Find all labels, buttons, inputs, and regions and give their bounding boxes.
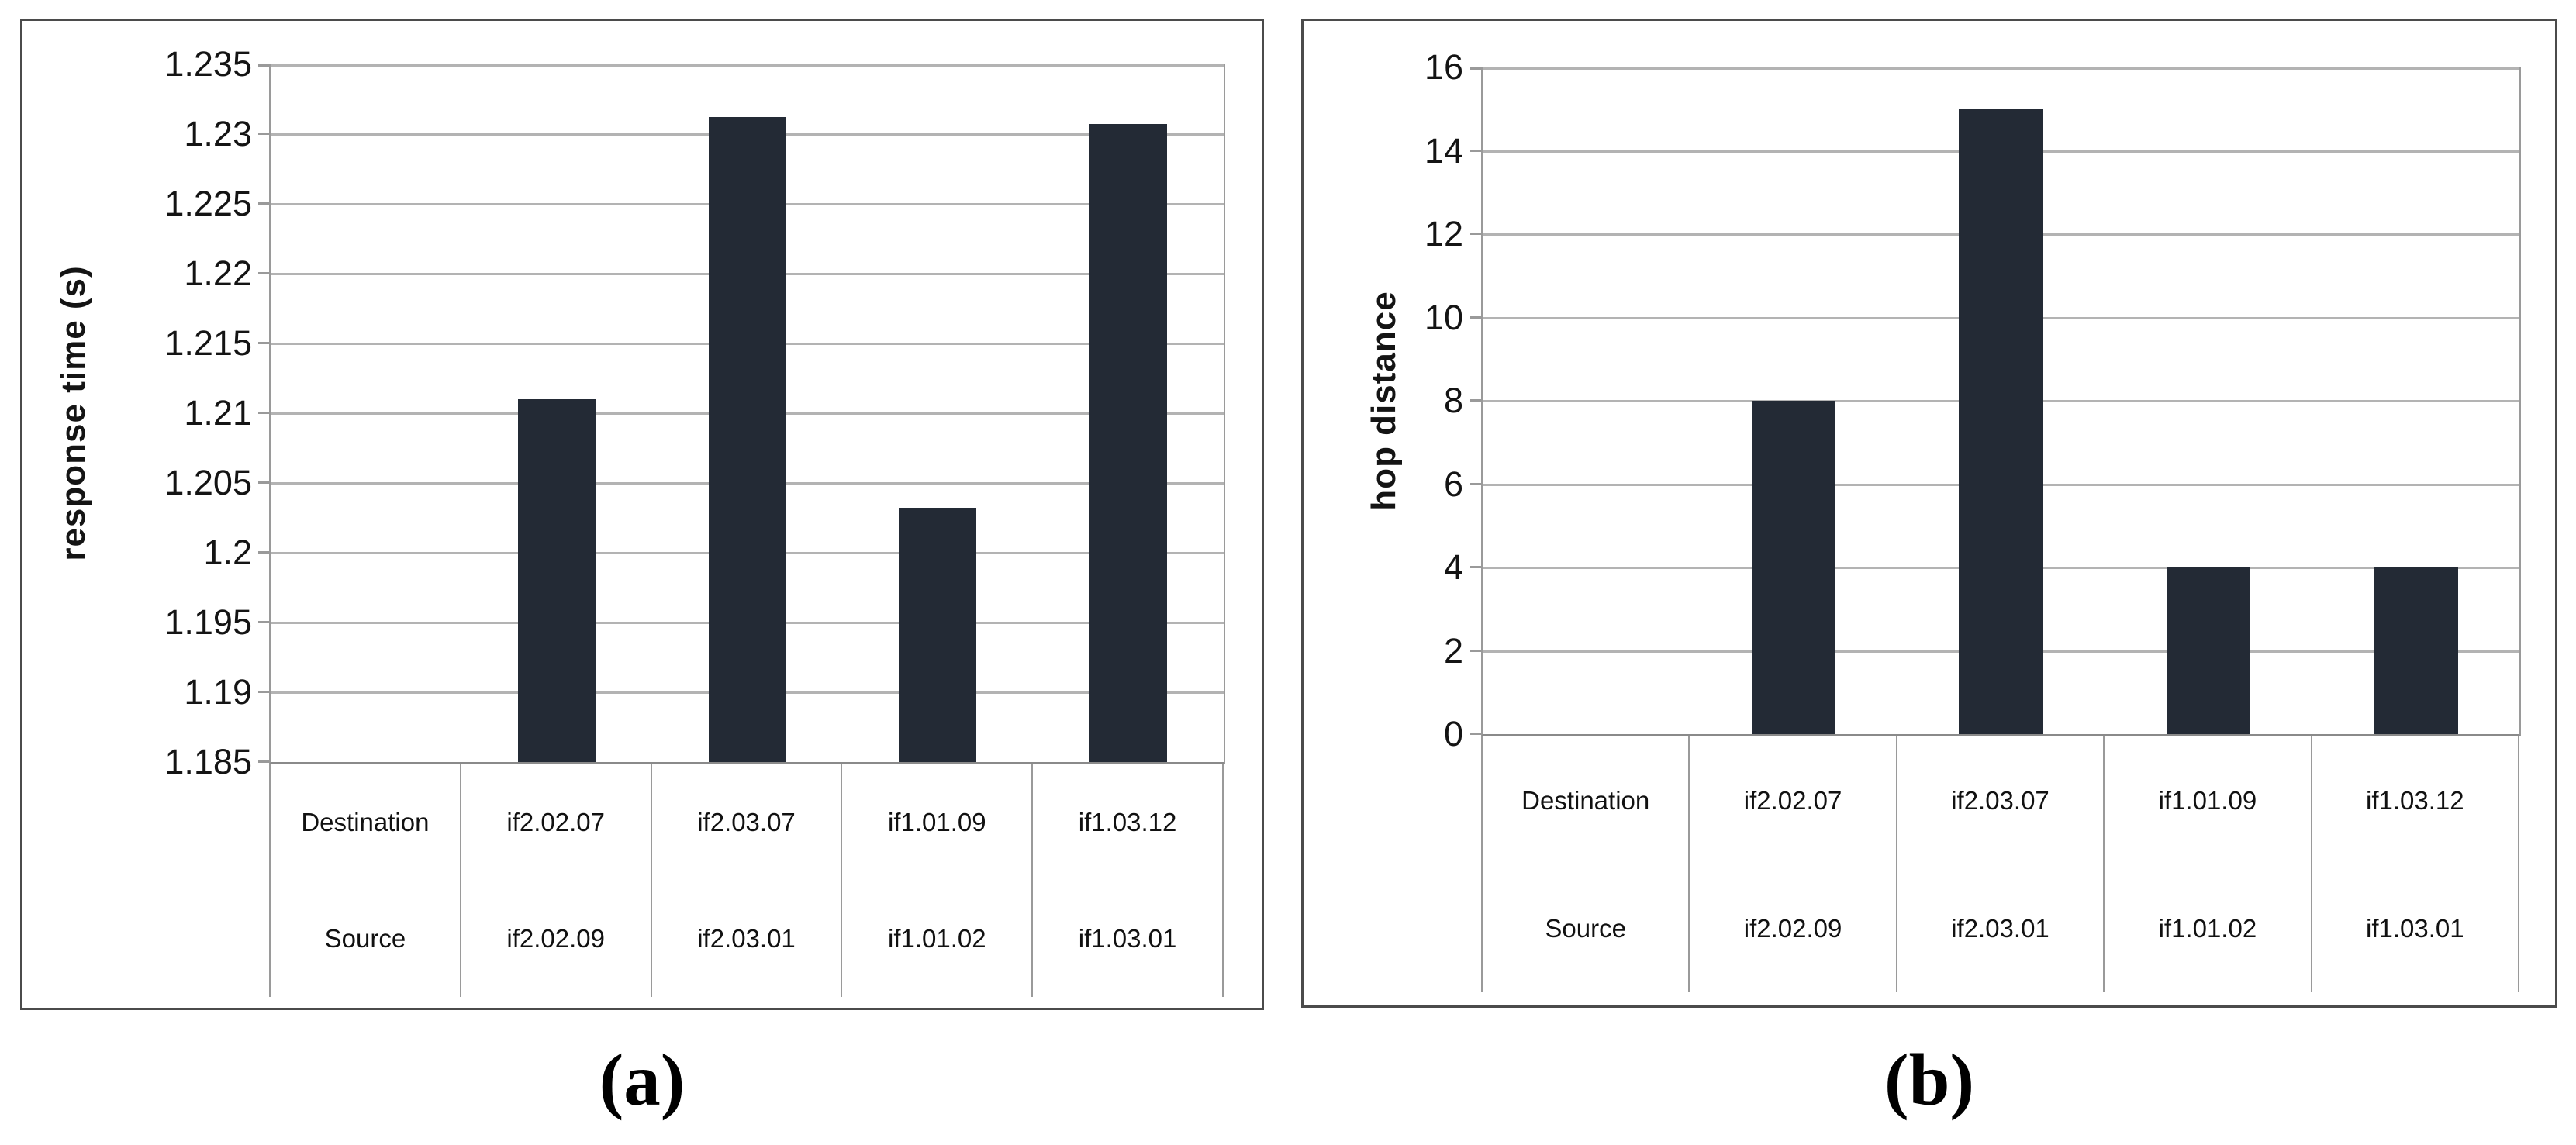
bar-4 xyxy=(2374,567,2458,734)
y-tick-label: 1.195 xyxy=(164,602,252,642)
y-tick-mark xyxy=(258,760,269,763)
y-tick-mark xyxy=(258,342,269,344)
y-tick-label: 1.22 xyxy=(184,253,252,293)
y-tick-mark xyxy=(1470,67,1481,70)
table-cell: if2.03.01 xyxy=(1897,864,2105,992)
table-row-label: Destination xyxy=(271,764,461,881)
y-tick-label: 1.205 xyxy=(164,463,252,502)
gridline xyxy=(271,64,1224,67)
chart-panel-b: hop distance 16 14 12 10 8 6 4 2 0 Destination if… xyxy=(1301,19,2557,1008)
y-tick-mark xyxy=(1470,233,1481,235)
plot-area xyxy=(1470,67,2521,736)
bar-3 xyxy=(2166,567,2251,734)
y-tick-mark xyxy=(258,64,269,67)
table-cell: if2.03.07 xyxy=(1897,736,2105,864)
y-tick-label: 12 xyxy=(1424,214,1463,253)
caption-a: (a) xyxy=(599,1039,685,1121)
table-cell: if2.03.07 xyxy=(652,764,843,881)
y-tick-label: 1.235 xyxy=(164,44,252,84)
y-tick-label: 0 xyxy=(1443,714,1463,754)
bar-3 xyxy=(899,508,977,762)
table-cell: if2.02.09 xyxy=(461,881,652,997)
bar-1 xyxy=(1751,401,1836,734)
y-tick-mark xyxy=(1470,482,1481,485)
y-tick-mark xyxy=(258,272,269,274)
y-tick-label: 2 xyxy=(1443,630,1463,671)
y-tick-mark xyxy=(1470,649,1481,652)
y-tick-mark xyxy=(1470,733,1481,735)
table-cell: if2.02.07 xyxy=(1690,736,1897,864)
table-cell: if1.01.09 xyxy=(2105,736,2312,864)
table-cell: if2.03.01 xyxy=(652,881,843,997)
y-tick-label: 4 xyxy=(1443,547,1463,587)
y-tick-mark xyxy=(1470,566,1481,568)
y-tick-mark xyxy=(258,412,269,414)
table-cell: if1.03.01 xyxy=(2312,864,2519,992)
y-axis-tick-labels: 16 14 12 10 8 6 4 2 0 xyxy=(1304,21,2555,1005)
table-cell: if2.02.09 xyxy=(1690,864,1897,992)
table-cell: if1.01.09 xyxy=(842,764,1034,881)
y-tick-mark xyxy=(258,202,269,205)
table-cell: if1.03.12 xyxy=(1033,764,1224,881)
y-tick-label: 1.19 xyxy=(184,672,252,712)
plot-area xyxy=(258,64,1225,764)
bar-1 xyxy=(517,399,596,762)
y-tick-mark xyxy=(258,621,269,623)
y-tick-mark xyxy=(258,551,269,554)
y-tick-mark xyxy=(1470,399,1481,402)
table-row-label: Source xyxy=(1483,864,1690,992)
y-tick-label: 1.2 xyxy=(203,533,252,572)
y-tick-label: 1.185 xyxy=(164,742,252,781)
y-tick-label: 6 xyxy=(1443,464,1463,504)
table-row-label: Source xyxy=(271,881,461,997)
y-tick-mark xyxy=(258,133,269,135)
y-tick-label: 1.225 xyxy=(164,184,252,223)
chart-panel-a: response time (s) 1.235 1.23 1.225 1.22 1.21… xyxy=(20,19,1264,1010)
bar-2 xyxy=(1959,109,2043,734)
y-tick-label: 10 xyxy=(1424,297,1463,337)
y-tick-mark xyxy=(1470,149,1481,152)
table-cell: if1.01.02 xyxy=(842,881,1034,997)
caption-b: (b) xyxy=(1884,1039,1975,1121)
gridline xyxy=(1483,67,2519,70)
y-axis-tick-labels: 1.235 1.23 1.225 1.22 1.215 1.21 1.205 1.2 1.195… xyxy=(22,21,1262,1008)
y-tick-label: 8 xyxy=(1443,381,1463,420)
data-table: Destination if2.02.07 if2.03.07 if1.01.09 if… xyxy=(1481,736,2519,992)
table-cell: if1.03.12 xyxy=(2312,736,2519,864)
bar-2 xyxy=(708,117,786,762)
table-cell: if1.03.01 xyxy=(1033,881,1224,997)
table-row-label: Destination xyxy=(1483,736,1690,864)
y-tick-label: 1.21 xyxy=(184,393,252,433)
y-tick-mark xyxy=(258,481,269,484)
data-table: Destination if2.02.07 if2.03.07 if1.01.09 if… xyxy=(269,764,1224,997)
table-cell: if1.01.02 xyxy=(2105,864,2312,992)
y-tick-label: 14 xyxy=(1424,130,1463,171)
table-cell: if2.02.07 xyxy=(461,764,652,881)
y-tick-mark xyxy=(1470,316,1481,319)
y-tick-label: 1.215 xyxy=(164,323,252,363)
y-tick-label: 16 xyxy=(1424,47,1463,87)
y-tick-label: 1.23 xyxy=(184,114,252,153)
bar-4 xyxy=(1089,124,1167,762)
y-tick-mark xyxy=(258,691,269,693)
